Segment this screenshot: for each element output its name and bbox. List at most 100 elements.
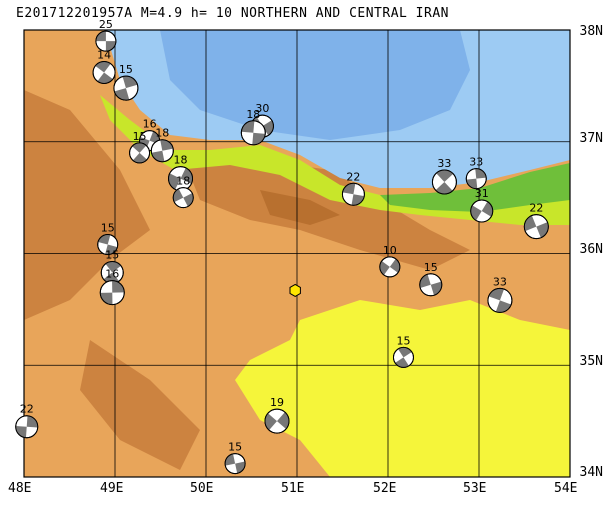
compressional-quadrant xyxy=(351,194,365,206)
compressional-quadrant xyxy=(168,173,181,190)
focal-mechanism-ball[interactable]: 33 xyxy=(465,156,487,190)
focal-mechanism-ball[interactable]: 15 xyxy=(224,441,246,475)
focal-mechanism-ball[interactable]: 16 xyxy=(99,268,125,306)
lat-label-38n: 38N xyxy=(579,24,603,39)
beachball-outline xyxy=(470,199,494,223)
depth-label: 19 xyxy=(270,396,284,409)
beachball-outline xyxy=(129,142,151,164)
depth-label: 33 xyxy=(493,275,507,288)
compressional-quadrant xyxy=(395,357,409,368)
depth-label: 14 xyxy=(97,48,111,61)
lat-label-36n: 36N xyxy=(579,242,603,257)
focal-mechanism-ball[interactable]: 15 xyxy=(419,261,443,297)
compressional-quadrant xyxy=(342,183,356,195)
depth-label: 22 xyxy=(20,403,34,416)
graticule xyxy=(24,30,570,477)
compressional-quadrant xyxy=(398,347,412,358)
focal-mechanism-ball[interactable]: 15 xyxy=(97,222,119,256)
beachball-outline xyxy=(465,168,487,190)
highland-region xyxy=(260,190,340,225)
epicenter-marker[interactable] xyxy=(289,283,301,297)
compressional-quadrant xyxy=(389,258,400,273)
focal-mechanism-ball[interactable]: 25 xyxy=(95,18,117,52)
desert-region xyxy=(235,300,570,477)
beachball-outline xyxy=(99,280,125,306)
focal-mechanism-ball[interactable]: 18 xyxy=(172,175,194,209)
compressional-quadrant xyxy=(97,72,113,84)
depth-label: 15 xyxy=(396,334,410,347)
focal-mechanism-ball[interactable]: 10 xyxy=(379,244,401,278)
focal-mechanism-ball[interactable]: 18 xyxy=(150,127,174,163)
caspian-sea-deep xyxy=(160,30,470,140)
beachball-outline xyxy=(341,182,365,206)
compressional-quadrant xyxy=(276,412,289,429)
focal-mechanism-ball[interactable]: 22 xyxy=(15,403,39,439)
focal-mechanism-ball[interactable]: 15 xyxy=(392,334,414,368)
compressional-quadrant xyxy=(481,201,493,217)
depth-label: 15 xyxy=(228,441,242,454)
compressional-quadrant xyxy=(100,292,113,305)
focal-mechanism-ball[interactable]: 15 xyxy=(129,130,151,164)
depth-label: 16 xyxy=(143,118,157,131)
beachball-outline xyxy=(172,187,194,209)
beachball-outline xyxy=(523,214,549,240)
lon-label-53e: 53E xyxy=(463,481,487,496)
focal-mechanism-ball[interactable]: 33 xyxy=(431,157,457,195)
focal-mechanism-ball[interactable]: 14 xyxy=(92,48,116,84)
depth-label: 18 xyxy=(176,175,190,188)
depth-label: 15 xyxy=(101,222,115,235)
beachball-outline xyxy=(431,169,457,195)
compressional-quadrant xyxy=(262,120,274,136)
highland-region xyxy=(24,90,150,320)
beachball-outline xyxy=(97,234,119,256)
depth-label: 15 xyxy=(119,63,133,76)
depth-label: 33 xyxy=(437,157,451,170)
beachball-outline xyxy=(95,30,117,52)
map-title: E201712201957A M=4.9 h= 10 NORTHERN AND … xyxy=(16,6,449,21)
compressional-quadrant xyxy=(105,41,116,52)
depth-label: 15 xyxy=(424,261,438,274)
compressional-quadrant xyxy=(183,193,194,207)
compressional-quadrant xyxy=(264,413,277,431)
compressional-quadrant xyxy=(132,142,147,153)
depth-label: 22 xyxy=(346,170,360,183)
depth-label: 33 xyxy=(469,156,483,169)
beachball-outline xyxy=(150,139,174,163)
lon-label-49e: 49E xyxy=(100,481,124,496)
map-frame xyxy=(23,29,571,478)
compressional-quadrant xyxy=(132,152,148,163)
beachball-outline xyxy=(487,287,513,313)
focal-mechanism-ball[interactable]: 18 xyxy=(240,108,266,146)
compressional-quadrant xyxy=(235,461,246,474)
focal-mechanism-ball[interactable]: 31 xyxy=(470,187,494,223)
compressional-quadrant xyxy=(95,61,111,73)
compressional-quadrant xyxy=(151,150,165,162)
lon-label-51e: 51E xyxy=(281,481,305,496)
highland-region xyxy=(80,340,200,470)
compressional-quadrant xyxy=(180,167,193,184)
focal-mechanism-ball[interactable]: 33 xyxy=(487,275,513,313)
compressional-quadrant xyxy=(160,139,174,151)
beachball-outline xyxy=(379,256,401,278)
lon-label-54e: 54E xyxy=(554,481,578,496)
compressional-quadrant xyxy=(435,181,453,194)
beachball-outline xyxy=(392,346,414,368)
beachball-outline xyxy=(264,408,290,434)
beachball-outline xyxy=(419,273,443,297)
focal-mechanism-ball[interactable]: 22 xyxy=(341,170,365,206)
depth-label: 18 xyxy=(246,108,260,121)
coastal-lowland xyxy=(380,163,570,212)
depth-label: 30 xyxy=(255,102,269,115)
compressional-quadrant xyxy=(252,132,266,145)
focal-mechanism-ball[interactable]: 15 xyxy=(113,63,139,101)
compressional-quadrant xyxy=(470,205,482,221)
focal-mechanism-ball[interactable]: 19 xyxy=(264,396,290,434)
depth-label: 15 xyxy=(105,248,119,261)
compressional-quadrant xyxy=(95,31,106,42)
compressional-quadrant xyxy=(105,261,121,273)
lat-label-34n: 34N xyxy=(579,465,603,480)
compressional-quadrant xyxy=(466,178,478,189)
focal-mechanism-ball[interactable]: 22 xyxy=(523,202,549,240)
lon-label-52e: 52E xyxy=(373,481,397,496)
